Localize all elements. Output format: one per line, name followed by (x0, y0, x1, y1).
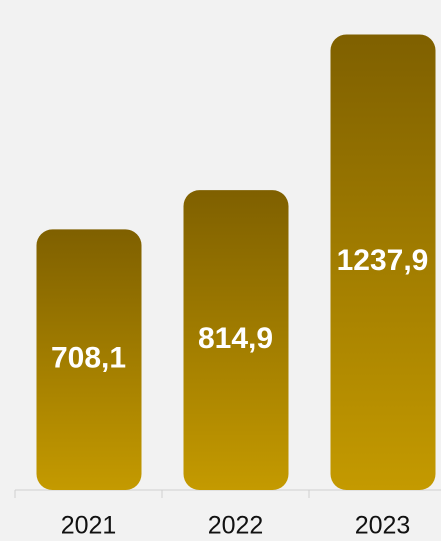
x-tick-label: 2021 (61, 512, 117, 540)
bar (330, 34, 436, 491)
bar (36, 229, 142, 491)
x-tick-label: 2022 (208, 512, 264, 540)
value-label: 814,9 (198, 322, 273, 355)
x-tick-label: 2023 (355, 512, 411, 540)
value-label: 1237,9 (337, 244, 429, 277)
value-label: 708,1 (51, 342, 126, 375)
bar (183, 190, 289, 490)
